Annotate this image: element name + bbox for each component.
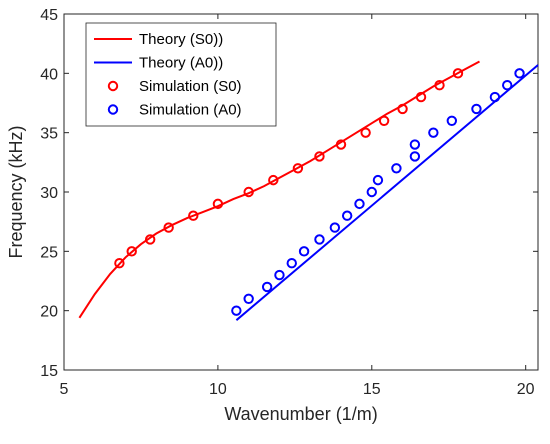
data-point <box>415 91 427 103</box>
y-tick-label: 40 <box>40 66 58 83</box>
series-layer <box>78 60 539 321</box>
data-point <box>144 234 156 245</box>
data-point <box>434 80 445 91</box>
data-point <box>360 127 371 138</box>
data-point <box>502 80 513 91</box>
data-point <box>163 222 174 233</box>
data-point <box>243 293 254 304</box>
data-point <box>378 115 390 127</box>
data-point <box>261 281 273 293</box>
x-tick-label: 10 <box>209 381 227 398</box>
data-point <box>231 305 242 316</box>
axis-ticks: 5 10 15 20 15 20 25 30 35 40 45 <box>40 7 538 398</box>
series-line-1 <box>235 64 539 321</box>
data-point <box>489 91 501 103</box>
y-axis-label: Frequency (kHz) <box>6 125 26 258</box>
y-tick-label: 20 <box>40 304 58 321</box>
data-point <box>514 68 525 79</box>
legend: Theory (S0)) Theory (A0)) Simulation (S0) S… <box>85 22 277 127</box>
data-point <box>314 234 325 245</box>
data-point <box>114 258 125 269</box>
data-point <box>409 139 421 150</box>
x-tick-label: 20 <box>517 381 535 398</box>
legend-label: Theory (S0)) <box>139 31 223 48</box>
data-point <box>471 103 482 115</box>
data-point <box>446 115 458 127</box>
data-point <box>314 151 325 162</box>
legend-marker-swatch <box>107 80 119 92</box>
legend-marker-swatch <box>107 104 119 115</box>
data-point <box>298 246 310 257</box>
data-point <box>274 269 285 281</box>
legend-label: Simulation (A0) <box>139 102 242 119</box>
data-point <box>341 210 353 221</box>
data-point <box>268 174 279 186</box>
y-tick-label: 35 <box>40 126 58 143</box>
y-tick-label: 15 <box>40 363 58 380</box>
legend-label: Simulation (S0) <box>139 78 242 95</box>
legend-label: Theory (A0)) <box>139 55 223 72</box>
data-point <box>292 163 304 174</box>
data-point <box>366 186 377 198</box>
data-point <box>243 186 254 198</box>
y-tick-label: 45 <box>40 7 58 24</box>
y-tick-label: 25 <box>40 244 58 261</box>
data-point <box>335 139 347 150</box>
data-point <box>188 210 199 221</box>
data-point <box>286 258 297 269</box>
data-point <box>329 222 341 233</box>
data-point <box>212 198 224 210</box>
data-point <box>126 246 137 257</box>
x-tick-label: 15 <box>363 381 381 398</box>
data-point <box>391 163 402 174</box>
data-point <box>397 103 408 115</box>
data-point <box>452 68 464 79</box>
data-point <box>354 198 365 210</box>
x-tick-label: 5 <box>60 381 69 398</box>
data-point <box>428 127 439 138</box>
data-point <box>372 174 384 186</box>
data-point <box>409 151 421 162</box>
y-tick-label: 30 <box>40 185 58 202</box>
legend-items: Theory (S0)) Theory (A0)) Simulation (S0) S… <box>94 31 242 119</box>
x-axis-label: Wavenumber (1/m) <box>224 404 377 424</box>
